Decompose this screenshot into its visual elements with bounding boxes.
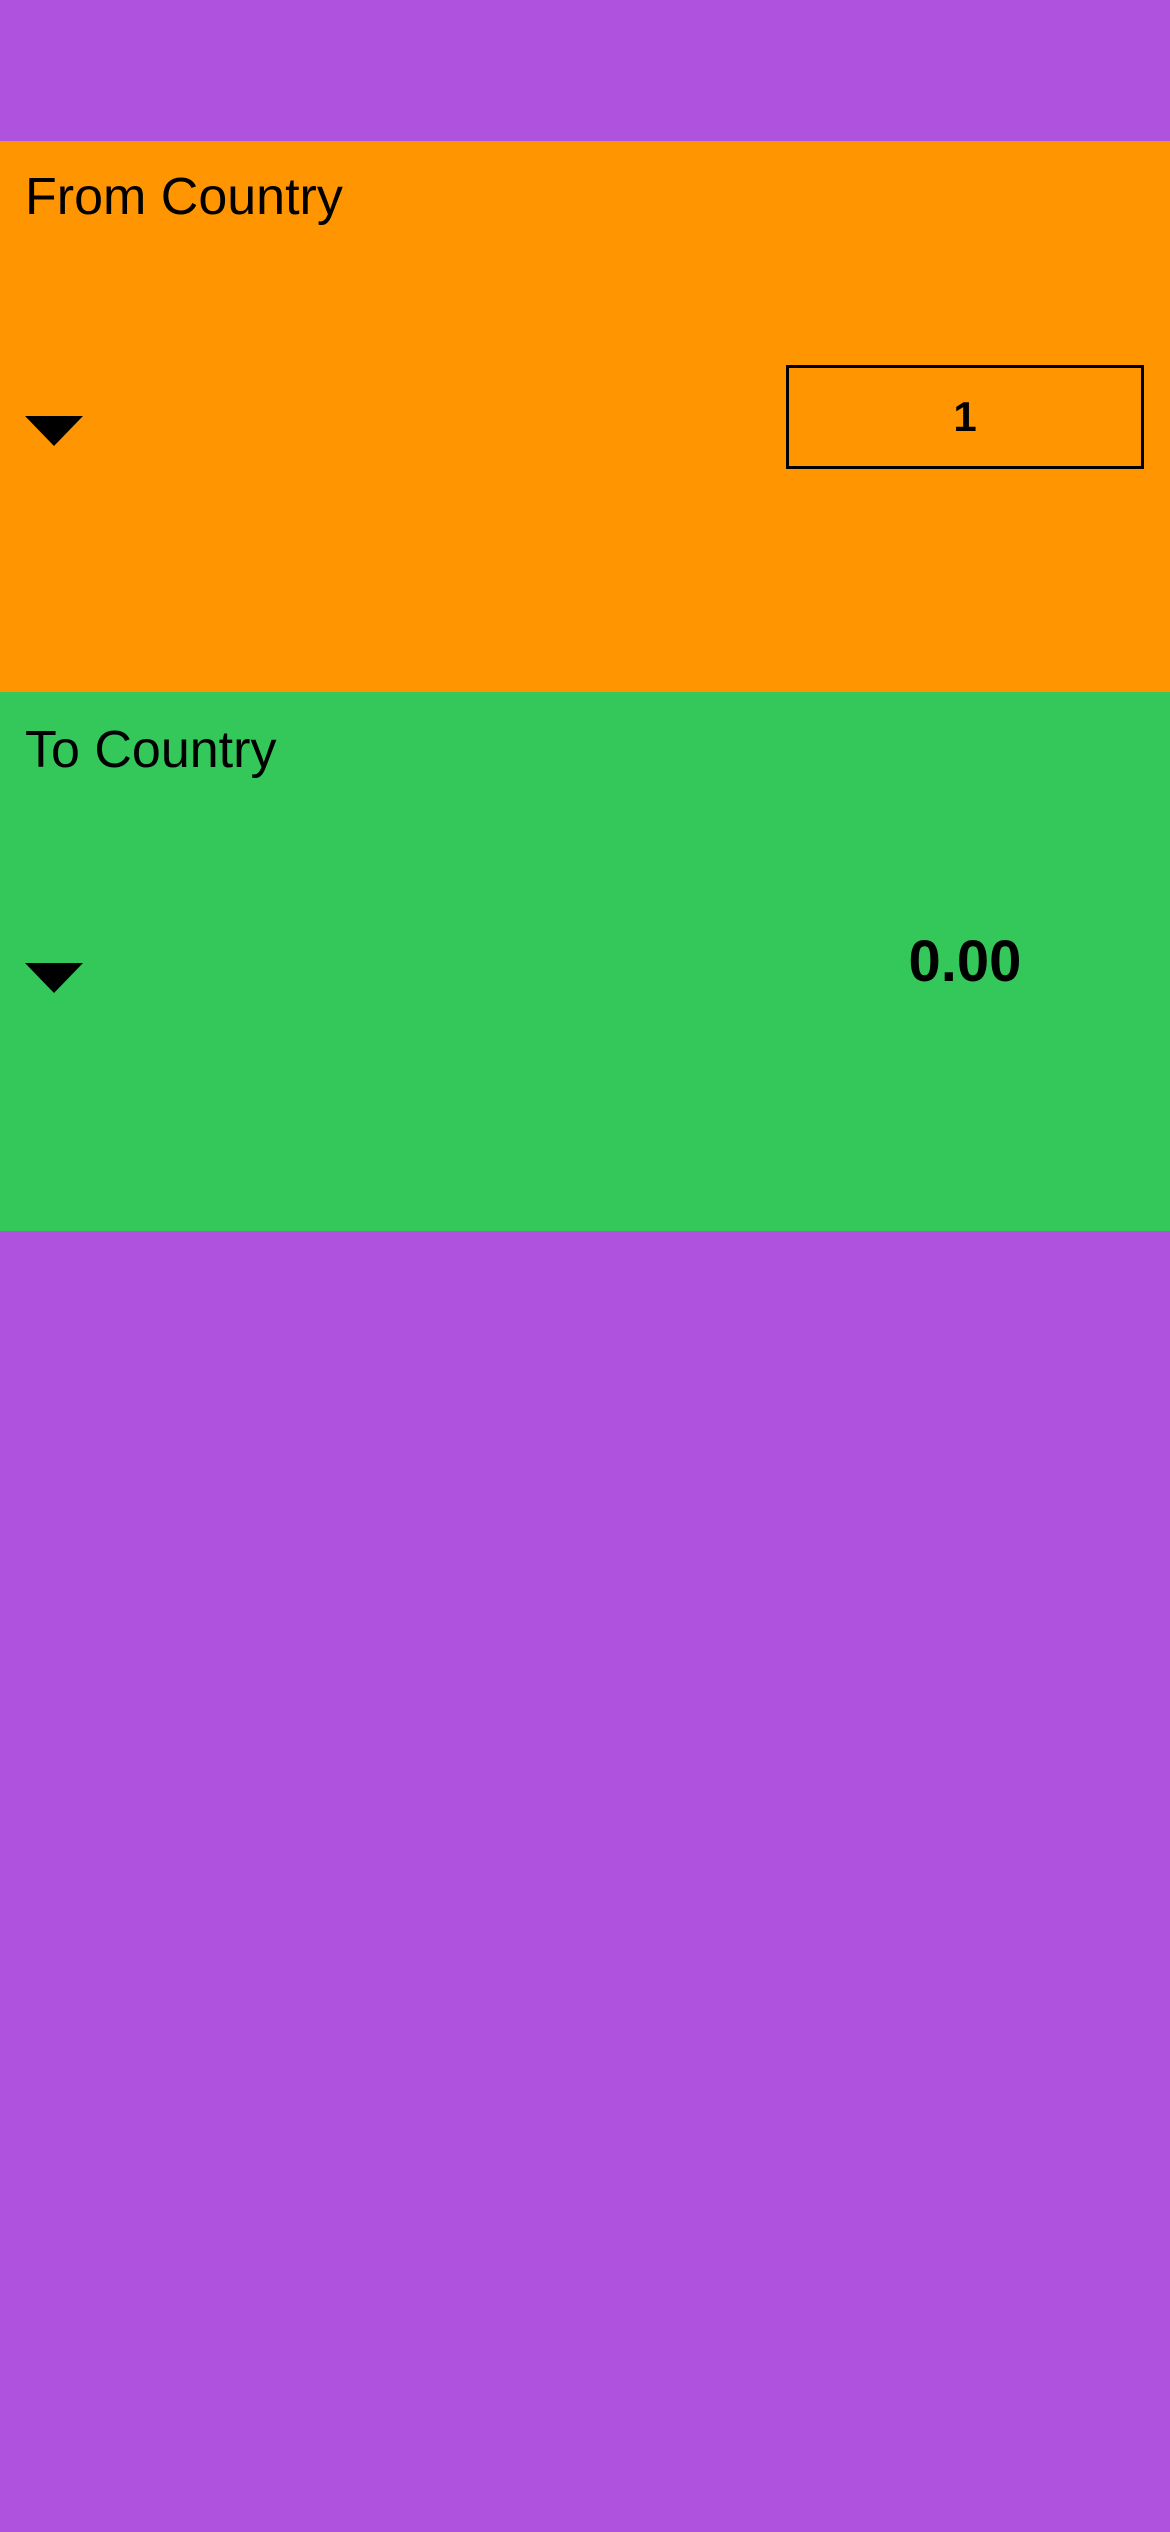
triangle-down-icon bbox=[25, 416, 83, 446]
from-country-title: From Country bbox=[25, 168, 343, 226]
amount-input[interactable] bbox=[786, 365, 1144, 469]
from-country-dropdown[interactable] bbox=[25, 416, 83, 446]
to-country-title: To Country bbox=[25, 721, 277, 779]
triangle-down-icon bbox=[25, 963, 83, 993]
to-country-dropdown[interactable] bbox=[25, 963, 83, 993]
converted-value: 0.00 bbox=[908, 929, 1022, 994]
to-country-section: To Country 0.00 bbox=[0, 692, 1170, 1231]
from-country-section: From Country bbox=[0, 141, 1170, 692]
